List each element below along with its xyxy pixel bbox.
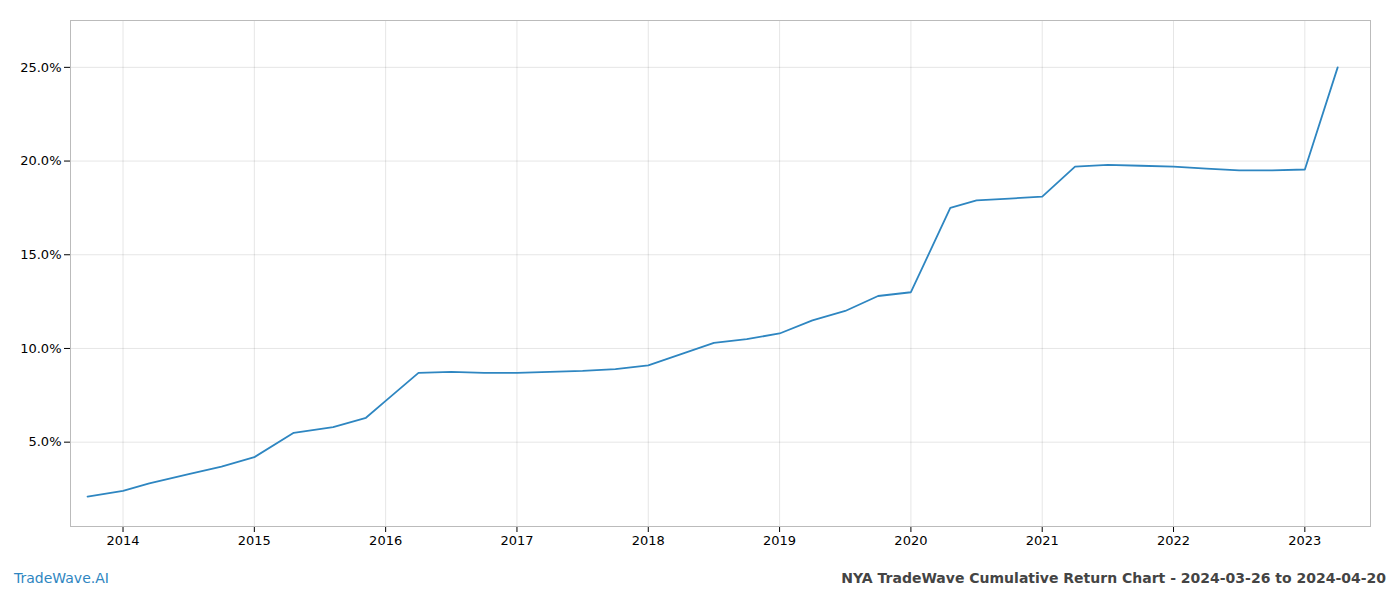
svg-text:5.0%: 5.0% xyxy=(28,434,61,449)
html-text:TradeWave.AI: TradeWave.AI xyxy=(14,570,109,586)
svg-text:2022: 2022 xyxy=(1157,533,1190,548)
svg-text:2015: 2015 xyxy=(238,533,271,548)
svg-text:2020: 2020 xyxy=(894,533,927,548)
svg-text:2017: 2017 xyxy=(500,533,533,548)
svg-text:2023: 2023 xyxy=(1288,533,1321,548)
svg-text:10.0%: 10.0% xyxy=(20,341,61,356)
html-text:NYA TradeWave Cumulative Retur: NYA TradeWave Cumulative Return Chart - … xyxy=(841,570,1386,586)
svg-text:25.0%: 25.0% xyxy=(20,60,61,75)
svg-text:2019: 2019 xyxy=(763,533,796,548)
svg-text:2014: 2014 xyxy=(106,533,139,548)
svg-text:20.0%: 20.0% xyxy=(20,153,61,168)
svg-text:2018: 2018 xyxy=(632,533,665,548)
svg-text:15.0%: 15.0% xyxy=(20,247,61,262)
svg-text:2021: 2021 xyxy=(1026,533,1059,548)
svg-text:2016: 2016 xyxy=(369,533,402,548)
